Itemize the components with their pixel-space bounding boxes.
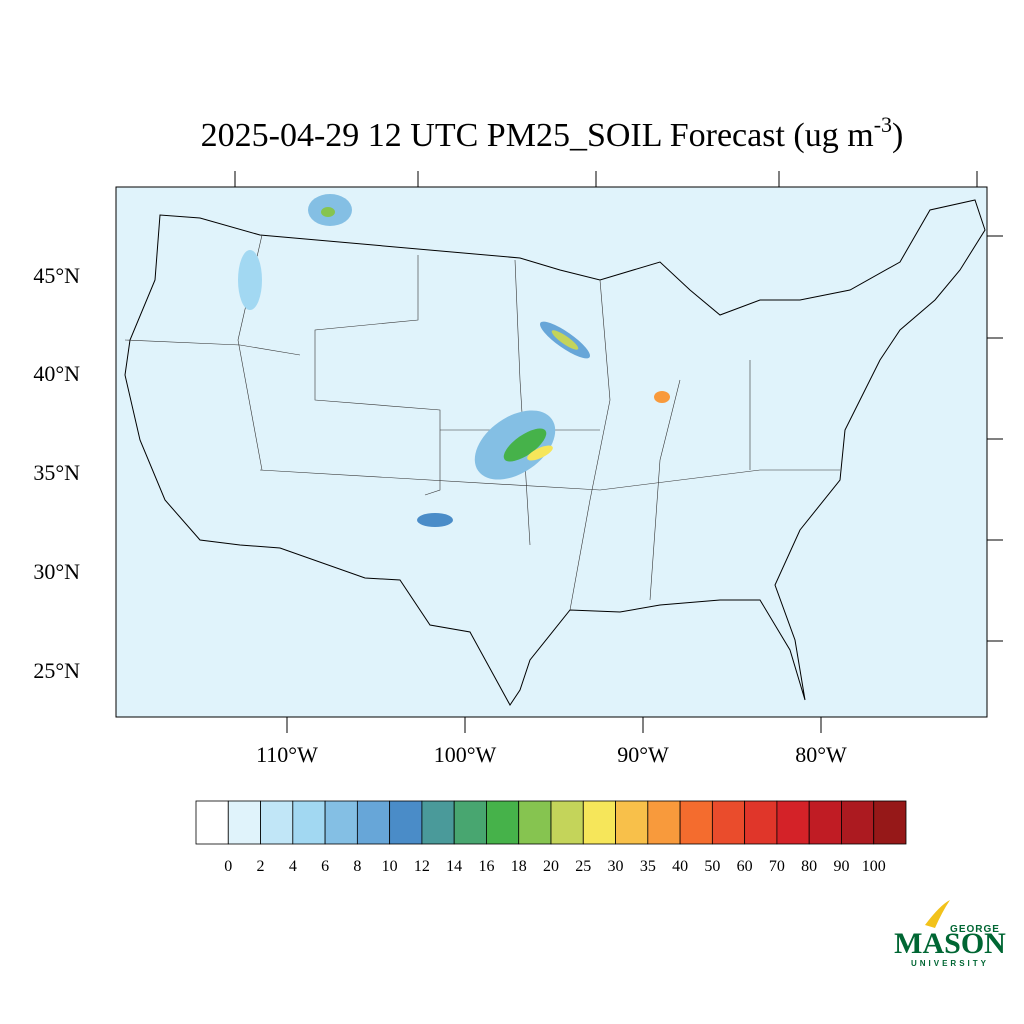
map [115,186,988,718]
color-box [260,800,294,845]
title: 2025-04-29 12 UTC PM25_SOIL Forecast (ug… [201,112,904,154]
color-box [744,800,778,845]
colorbar-label: 14 [446,858,462,875]
colorbar-label: 6 [321,858,329,875]
colorbar-label: 0 [224,858,232,875]
color-box [808,800,842,845]
color-box [324,800,358,845]
lon-label: 90°W [617,742,669,767]
color-box [486,800,520,845]
logo-swoosh [925,900,950,928]
coastline [124,199,986,706]
plumes [238,194,670,527]
lat-label: 45°N [33,263,80,288]
color-box [292,800,326,845]
title-superscript: -3 [874,112,892,137]
color-box [841,800,875,845]
color-box [647,800,681,845]
logo: GEORGE MASON UNIVERSITY [894,900,1006,968]
logo-bottom: UNIVERSITY [911,959,989,968]
color-box [679,800,713,845]
color-box [356,800,391,845]
colorbar-label: 4 [289,858,297,875]
logo-top: GEORGE [950,924,1000,935]
color-box [582,800,616,845]
lat-label: 40°N [33,361,80,386]
color-box [195,800,229,845]
colorbar-label: 35 [640,858,656,875]
color-box [776,800,810,845]
title-end: ) [892,117,903,154]
lon-label: 100°W [434,742,497,767]
colorbar-label: 30 [608,858,624,875]
lat-label: 35°N [33,460,80,485]
title-main: 2025-04-29 12 UTC PM25_SOIL Forecast (ug… [201,117,874,154]
lat-label: 25°N [33,658,80,683]
colorbar-label: 2 [257,858,265,875]
colorbar-label: 18 [511,858,527,875]
color-box [389,800,423,845]
colorbar-label: 8 [353,858,361,875]
colorbar-label: 10 [382,858,398,875]
lon-label: 110°W [256,742,318,767]
color-box [615,800,649,845]
colorbar-label: 80 [801,858,817,875]
colorbar-label: 60 [737,858,753,875]
lat-label: 30°N [33,559,80,584]
colorbar-label: 100 [862,858,886,875]
color-box [453,800,487,845]
colorbar: 0 2 4 6 8 10 12 14 16 18 20 25 30 35 40 50 60 70 80 90 100 [195,800,907,875]
colorbar-label: 20 [543,858,559,875]
colorbar-label: 50 [704,858,720,875]
color-box [518,800,552,845]
colorbar-label: 16 [478,858,494,875]
color-box [711,800,746,845]
colorbar-label: 12 [414,858,430,875]
color-box [873,800,907,845]
color-box [550,800,584,845]
axes: 45°N 40°N 35°N 30°N 25°N 110°W 100°W 90°W 80°W [33,171,1003,767]
colorbar-label: 70 [769,858,785,875]
logo-main: MASON [894,927,1006,960]
colorbar-label: 90 [833,858,849,875]
colorbar-label: 40 [672,858,688,875]
color-box [227,800,261,845]
color-box [421,800,455,845]
lon-label: 80°W [795,742,847,767]
colorbar-label: 25 [575,858,591,875]
